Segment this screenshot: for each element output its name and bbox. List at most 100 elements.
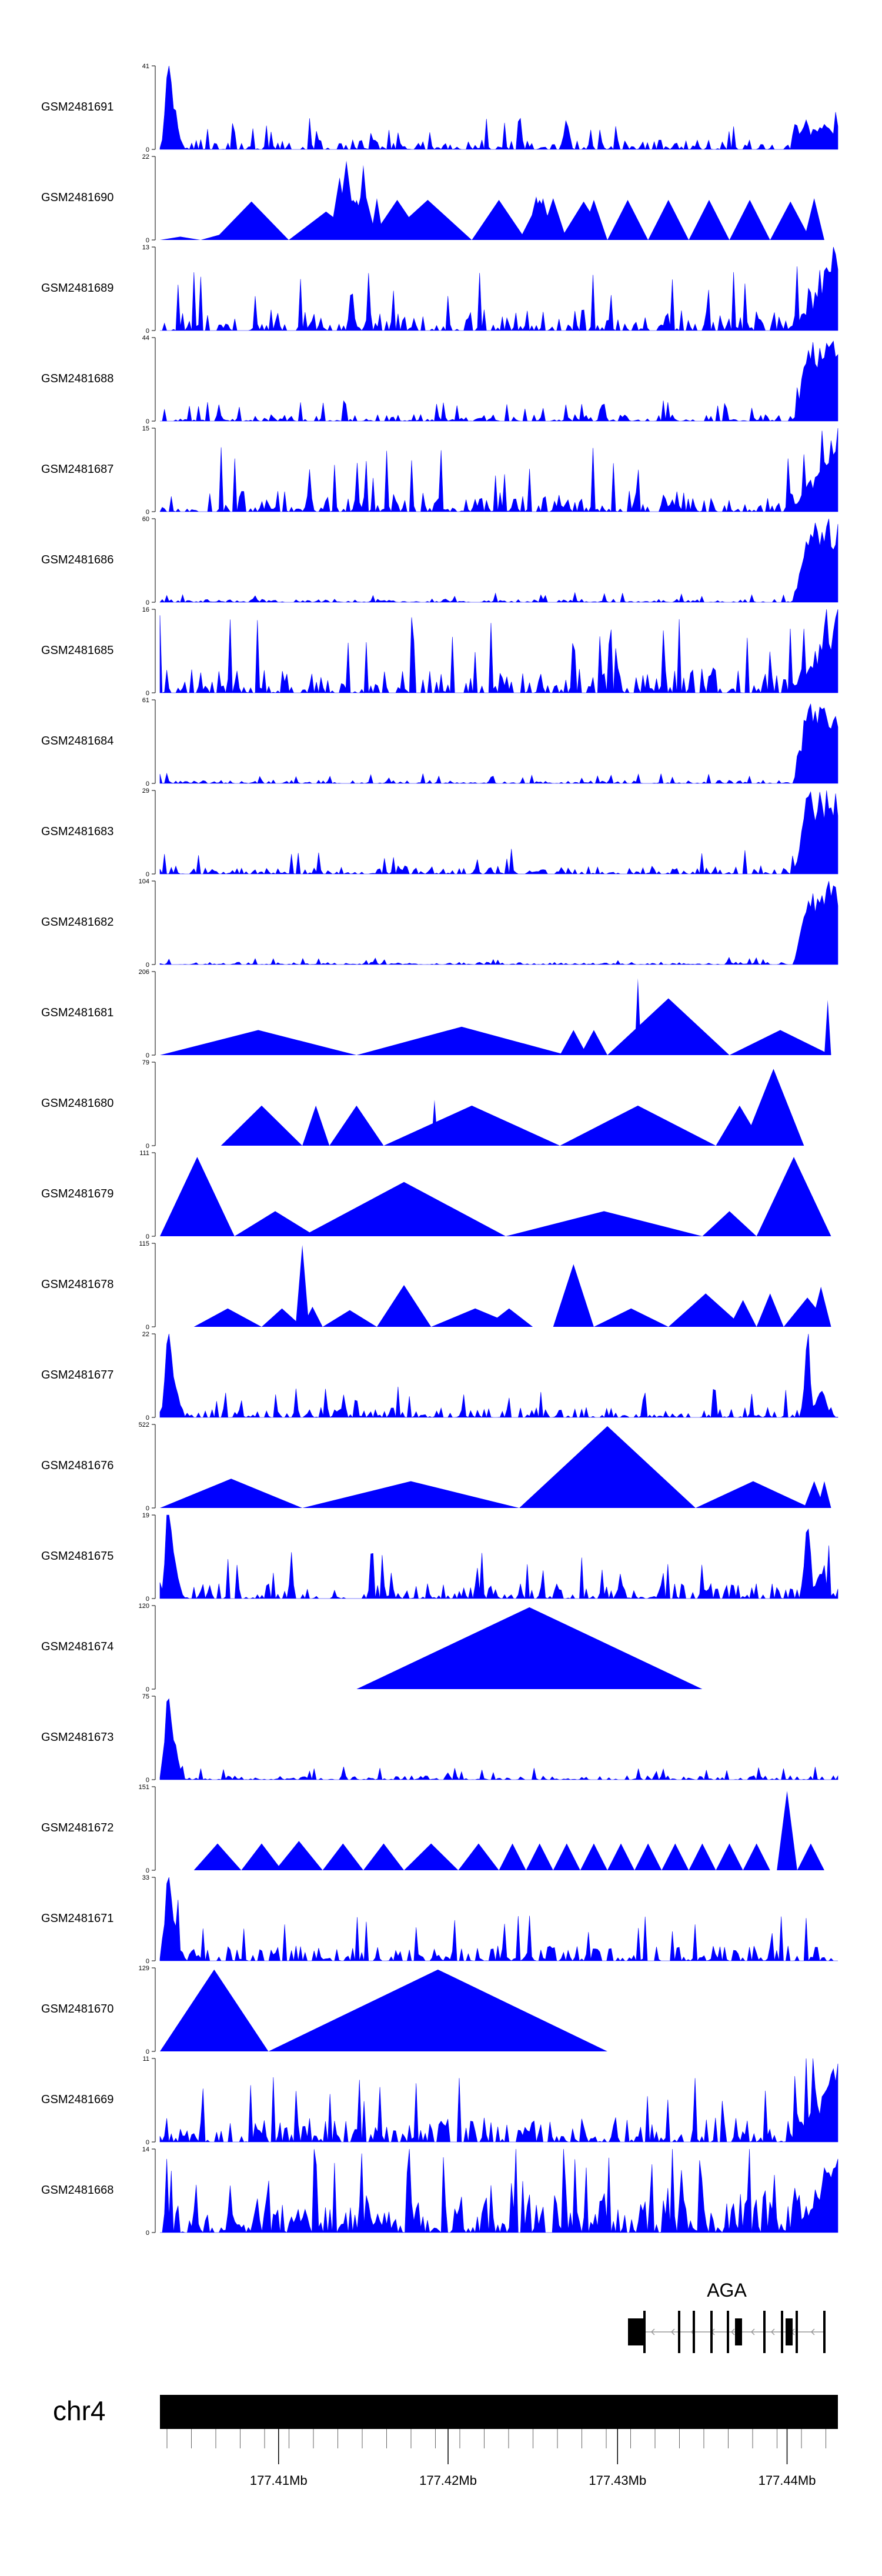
coverage-area [159, 518, 838, 603]
track-gsm2481674: GSM2481674 120 0 [41, 1603, 703, 1693]
coverage-triangle [689, 1843, 716, 1870]
coverage-triangle [526, 1843, 553, 1870]
gene-exon-coding [786, 2318, 793, 2345]
track-label: GSM2481686 [41, 553, 113, 566]
coverage-triangle [607, 1843, 635, 1870]
track-label: GSM2481673 [41, 1731, 113, 1744]
track-gsm2481675: GSM2481675 19 0 [41, 1512, 838, 1603]
y-axis-min-label: 0 [146, 1777, 149, 1784]
coverage-triangle [485, 1308, 533, 1327]
track-label: GSM2481669 [41, 2093, 113, 2106]
strand-chevron [810, 2328, 815, 2335]
y-axis-min-label: 0 [146, 1505, 149, 1512]
gene-exon [781, 2311, 783, 2353]
coverage-triangle [607, 998, 730, 1055]
y-axis-min-label: 0 [146, 599, 149, 606]
coverage-triangle [702, 1211, 757, 1236]
coverage-triangle [743, 1069, 804, 1146]
coverage-triangle [695, 1481, 811, 1508]
coverage-area [159, 65, 838, 151]
y-axis-min-label: 0 [146, 328, 149, 335]
coverage-triangle [804, 198, 824, 240]
track-gsm2481671: GSM2481671 33 0 [41, 1874, 838, 1965]
track-label: GSM2481678 [41, 1278, 113, 1291]
gene-exon-utr [628, 2318, 644, 2345]
coverage-triangle [160, 1030, 357, 1055]
coverage-triangle [383, 199, 472, 240]
coverage-triangle [560, 1105, 716, 1146]
coverage-area [160, 246, 838, 332]
y-axis-max-label: 206 [139, 969, 149, 976]
track-label: GSM2481681 [41, 1006, 113, 1019]
strand-chevron [730, 2328, 735, 2335]
strand-chevron [670, 2328, 675, 2335]
coverage-triangle [404, 1843, 459, 1870]
track-gsm2481668: GSM2481668 14 0 [41, 2146, 838, 2237]
tick-label: 177.41Mb [250, 2473, 308, 2488]
y-axis-min-label: 0 [146, 1414, 149, 1422]
y-axis-min-label: 0 [146, 2230, 149, 2237]
track-label: GSM2481687 [41, 463, 113, 476]
gene-track-aga: AGA [628, 2280, 826, 2353]
track-gsm2481690: GSM2481690 22 0 [41, 154, 824, 244]
coverage-triangle [234, 1211, 316, 1236]
coverage-triangle [302, 1481, 520, 1508]
coverage-area [159, 1698, 838, 1780]
coverage-triangle [824, 1000, 831, 1055]
track-gsm2481680: GSM2481680 79 0 [41, 1059, 804, 1150]
y-axis-max-label: 120 [139, 1603, 149, 1610]
coverage-area [159, 790, 838, 875]
y-axis-max-label: 19 [142, 1512, 149, 1519]
chromosome-bar [160, 2395, 838, 2429]
track-gsm2481687: GSM2481687 15 0 [41, 425, 838, 516]
coverage-triangle [817, 1481, 831, 1508]
coverage-triangle [519, 1426, 696, 1508]
coverage-triangle [729, 1300, 757, 1327]
y-axis-min-label: 0 [146, 146, 149, 154]
coverage-area [159, 609, 838, 694]
track-label: GSM2481689 [41, 282, 113, 295]
y-axis-min-label: 0 [146, 2139, 149, 2146]
coverage-area [160, 2148, 838, 2234]
y-axis-min-label: 0 [146, 690, 149, 697]
coverage-triangle [553, 1264, 594, 1327]
track-gsm2481673: GSM2481673 75 0 [41, 1693, 838, 1784]
coverage-triangle [668, 1293, 743, 1327]
y-axis-max-label: 13 [142, 244, 149, 251]
y-axis-max-label: 111 [139, 1150, 149, 1157]
y-axis-min-label: 0 [146, 418, 149, 425]
y-axis-max-label: 22 [142, 154, 149, 161]
track-label: GSM2481683 [41, 825, 113, 838]
gene-label: AGA [707, 2280, 747, 2301]
coverage-triangle [593, 1308, 669, 1327]
coverage-triangle [160, 1479, 303, 1508]
coverage-triangle [756, 1157, 831, 1236]
coverage-triangle [777, 1791, 797, 1870]
coverage-triangle [302, 1182, 506, 1236]
coverage-triangle [458, 1843, 499, 1870]
track-label: GSM2481684 [41, 735, 113, 748]
y-axis-min-label: 0 [146, 1958, 149, 1965]
track-label: GSM2481690 [41, 191, 113, 204]
track-label: GSM2481670 [41, 2003, 113, 2016]
coverage-triangle [634, 1843, 662, 1870]
gene-exon [823, 2311, 826, 2353]
coverage-triangle [431, 1099, 438, 1146]
coverage-triangle [356, 165, 370, 240]
y-axis-max-label: 129 [139, 1965, 149, 1972]
track-gsm2481672: GSM2481672 151 0 [41, 1784, 824, 1874]
y-axis-min-label: 0 [146, 1143, 149, 1150]
track-gsm2481678: GSM2481678 115 0 [41, 1240, 831, 1331]
coverage-triangle [193, 1308, 262, 1327]
gene-exon [763, 2311, 766, 2353]
y-axis-max-label: 41 [142, 63, 149, 70]
track-label: GSM2481672 [41, 1821, 113, 1834]
coverage-area [159, 428, 838, 513]
track-label: GSM2481674 [41, 1640, 113, 1653]
coverage-triangle [560, 1030, 587, 1055]
coverage-triangle [356, 1026, 567, 1055]
chromosome-ideogram: chr4 [53, 2395, 838, 2429]
coverage-triangle [302, 1306, 323, 1327]
y-axis-max-label: 104 [139, 878, 149, 885]
coverage-triangle [356, 1607, 703, 1689]
